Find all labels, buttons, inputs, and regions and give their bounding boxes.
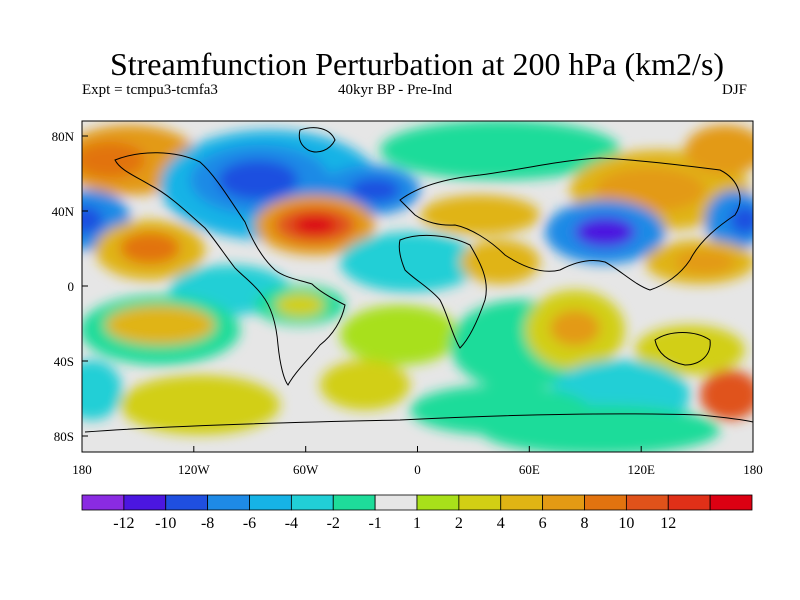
colorbar-swatch [123,494,167,511]
contour-field [82,121,753,452]
colorbar-label: 1 [413,515,421,532]
lat-tick-label: 80S [54,429,74,444]
colorbar-swatch [290,494,334,511]
colorbar-label: 2 [455,515,463,532]
colorbar-label: 8 [581,515,589,532]
colorbar-swatch [667,494,711,511]
season-label: DJF [722,82,748,98]
colorbar-label: -8 [201,515,214,532]
colorbar-swatch [625,494,669,511]
lon-tick-label: 0 [414,462,421,477]
lat-tick-label: 0 [68,279,75,294]
colorbar-swatch [458,494,502,511]
lon-tick-label: 180 [72,462,92,477]
period-label: 40kyr BP - Pre-Ind [338,82,453,98]
colorbar-label: 10 [618,515,634,532]
colorbar-label: -2 [327,515,340,532]
colorbar-swatch [165,494,209,511]
lat-tick-label: 40N [52,204,75,219]
experiment-label: Expt = tcmpu3-tcmfa3 [82,82,218,98]
colorbar-swatch [81,494,125,511]
colorbar-label: -10 [155,515,176,532]
colorbar-swatch [374,494,418,511]
lon-tick-label: 60W [293,462,319,477]
colorbar-swatch [542,494,585,511]
coastlines [84,127,753,433]
lat-tick-label: 80N [52,129,75,144]
lon-tick-label: 60E [519,462,540,477]
colorbar-label: 6 [539,515,547,532]
colorbar-swatch [709,494,753,511]
colorbar-swatch [332,494,376,511]
lat-tick-label: 40S [54,354,74,369]
lon-tick-label: 120W [178,462,211,477]
lon-tick-label: 180 [743,462,763,477]
colorbar-label: 12 [660,515,676,532]
colorbar-label: -1 [368,515,381,532]
colorbar-swatch [207,494,250,511]
map-title: Streamfunction Perturbation at 200 hPa (… [109,46,725,82]
colorbar [81,494,753,511]
lon-tick-label: 120E [627,462,655,477]
colorbar-swatch [500,494,544,511]
colorbar-label: -6 [243,515,256,532]
colorbar-swatch [584,494,627,511]
colorbar-label: 4 [497,515,505,532]
colorbar-label: -4 [285,515,298,532]
colorbar-swatch [249,494,292,511]
colorbar-swatch [416,494,460,511]
colorbar-label: -12 [113,515,134,532]
